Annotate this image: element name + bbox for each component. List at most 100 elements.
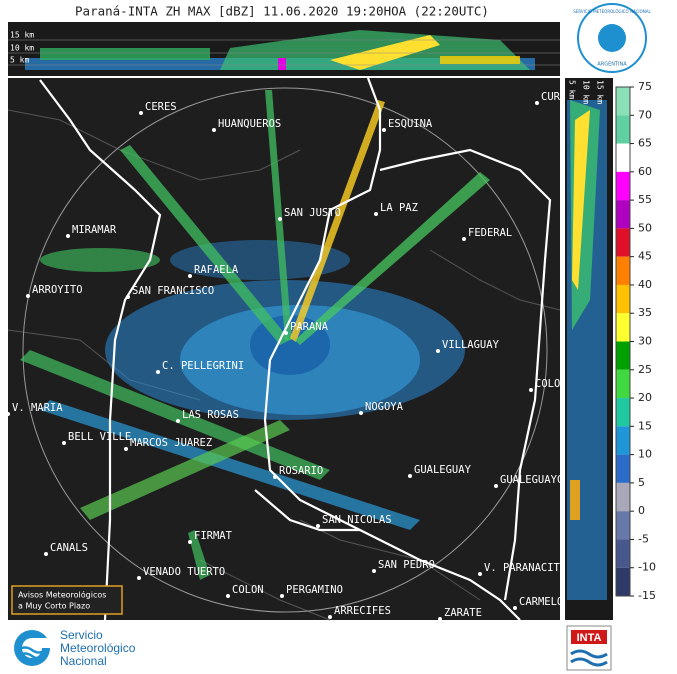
city-dot [44,552,48,556]
city-label: ESQUINA [388,118,433,130]
city-label: GUALEGUAY [414,464,472,476]
city-label: FEDERAL [468,227,512,239]
city-dot [372,569,376,573]
city-dot [26,294,30,298]
colorbar-label: 60 [638,165,652,178]
badge-text: ARGENTINA [597,62,627,68]
color-band [616,171,630,201]
city-label: SAN FRANCISCO [132,285,214,297]
colorbar-label: -10 [638,561,656,574]
city-dot [137,576,141,580]
city-label: V. PARANACIT [484,562,561,574]
city-label: PARANA [290,321,329,333]
city-dot [278,217,282,221]
color-band [616,567,630,596]
inta-bar [571,630,607,644]
color-band [616,256,630,285]
borders [39,77,552,621]
color-band [616,284,630,314]
city-dot [62,441,66,445]
city-label: HUANQUEROS [218,118,281,130]
city-label: MARCOS JUAREZ [130,437,212,449]
echoes [20,90,490,580]
colorbar-label: 55 [638,193,652,206]
notice-box [11,585,123,615]
city-label: COLON [535,378,567,390]
cities: CERES HUANQUEROS ESQUINA CURU SAN JUSTO LA PA… [6,91,570,621]
city-label: VENADO TUERTO [143,566,225,578]
city-dot [359,411,363,415]
colorbar-label: 10 [638,448,652,461]
city-label: MIRAMAR [72,224,117,236]
height-label: 15 km [10,31,34,40]
color-band [616,143,630,172]
city-label: VILLAGUAY [442,339,500,351]
city-dot [436,349,440,353]
city-label: BELL VILLE [68,431,131,443]
city-dot [438,617,442,621]
color-band [616,511,630,540]
city-dot [176,419,180,423]
inta-text: INTA [577,632,602,644]
smn-name: Servicio [60,628,103,642]
colorbar-label: 65 [638,137,652,150]
city-dot [529,388,533,392]
color-band [616,87,630,116]
city-label: FIRMAT [194,530,233,542]
notice-text: a Muy Corto Plazo [18,602,90,611]
colorbar-label: 40 [638,278,652,291]
colorbar-label: 45 [638,250,652,263]
colorbar-label: 30 [638,335,652,348]
city-dot [513,606,517,610]
city-dot [316,524,320,528]
city-label: CARMELO [519,596,563,608]
city-label: ZARATE [444,607,482,619]
height-label: 10 km [10,44,34,53]
city-label: NOGOYA [365,401,404,413]
color-band [616,313,630,342]
city-dot [126,295,130,299]
color-band [616,398,630,427]
city-label: GUALEGUAYCH [500,474,570,486]
colorbar-label: 15 [638,419,652,432]
city-label: PERGAMINO [286,584,343,596]
color-band [616,539,630,568]
side-echo [567,100,607,600]
badge-mark [598,24,626,52]
height-label: 10 km [582,80,591,104]
city-dot [139,111,143,115]
city-label: SAN JUSTO [284,207,341,219]
smn-logo [14,630,52,666]
height-label: 5 km [568,80,577,99]
smn-name: Meteorológico [60,641,136,655]
city-dot [328,615,332,619]
city-label: LA PAZ [380,202,418,214]
city-dot [284,331,288,335]
city-label: RAFAELA [194,264,239,276]
colorbar-label: 35 [638,306,652,319]
city-label: SAN NICOLAS [322,514,392,526]
color-band [616,115,630,144]
colorbar-label: 20 [638,391,652,404]
city-dot [212,128,216,132]
city-dot [124,447,128,451]
colorbar-label: 0 [638,504,645,517]
city-dot [6,412,10,416]
city-dot [408,474,412,478]
color-band [616,482,630,512]
city-dot [494,484,498,488]
color-band [616,341,630,370]
badge-text: SERVICIO METEOROLÓGICO NACIONAL [573,9,651,14]
range-ring [22,87,548,613]
height-label: 5 km [10,56,29,65]
colorbar-label: 50 [638,221,652,234]
city-dot [462,237,466,241]
city-dot [226,594,230,598]
smn-name: Nacional [60,654,107,668]
title: Paraná-INTA ZH MAX [dBZ] 11.06.2020 19:2… [75,4,489,19]
city-dot [188,274,192,278]
city-dot [156,370,160,374]
city-label: COLON [232,584,264,596]
city-dot [66,234,70,238]
